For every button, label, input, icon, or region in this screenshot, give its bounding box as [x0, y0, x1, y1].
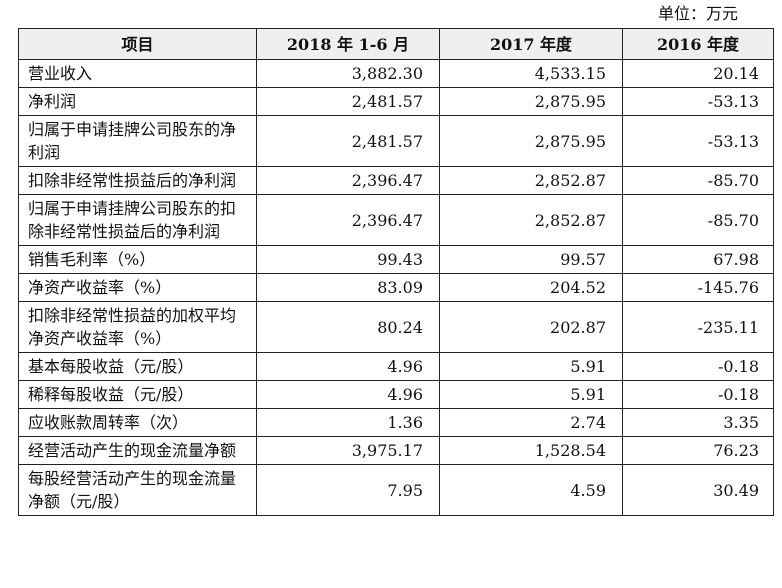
- row-label: 销售毛利率（%）: [18, 245, 257, 274]
- value-2017: 2.74: [439, 408, 623, 437]
- value-2018-h1: 4.96: [256, 352, 440, 381]
- table-row: 营业收入 3,882.30 4,533.15 20.14: [18, 59, 774, 88]
- row-label: 稀释每股收益（元/股）: [18, 380, 257, 409]
- unit-note: 单位：万元: [657, 4, 738, 23]
- value-2016: -85.70: [622, 194, 774, 246]
- value-2016: -0.18: [622, 380, 774, 409]
- value-2017: 2,875.95: [439, 115, 623, 167]
- row-label: 应收账款周转率（次）: [18, 408, 257, 437]
- row-label: 扣除非经常性损益后的净利润: [18, 166, 257, 195]
- value-2018-h1: 3,882.30: [256, 59, 440, 88]
- table-row: 销售毛利率（%） 99.43 99.57 67.98: [18, 245, 774, 274]
- value-2017: 1,528.54: [439, 436, 623, 465]
- value-2017: 4,533.15: [439, 59, 623, 88]
- table-row: 基本每股收益（元/股） 4.96 5.91 -0.18: [18, 352, 774, 381]
- row-label: 净利润: [18, 87, 257, 116]
- value-2018-h1: 2,481.57: [256, 87, 440, 116]
- value-2016: 67.98: [622, 245, 774, 274]
- row-label: 归属于申请挂牌公司股东的扣除非经常性损益后的净利润: [18, 194, 257, 246]
- table-row: 净利润 2,481.57 2,875.95 -53.13: [18, 87, 774, 116]
- table-row: 扣除非经常性损益的加权平均净资产收益率（%） 80.24 202.87 -235…: [18, 301, 774, 353]
- value-2018-h1: 2,396.47: [256, 166, 440, 195]
- row-label: 经营活动产生的现金流量净额: [18, 436, 257, 465]
- value-2016: -85.70: [622, 166, 774, 195]
- row-label: 净资产收益率（%）: [18, 273, 257, 302]
- header-item: 项目: [18, 28, 257, 60]
- value-2017: 5.91: [439, 352, 623, 381]
- row-label: 扣除非经常性损益的加权平均净资产收益率（%）: [18, 301, 257, 353]
- value-2016: -53.13: [622, 115, 774, 167]
- value-2017: 202.87: [439, 301, 623, 353]
- value-2018-h1: 2,396.47: [256, 194, 440, 246]
- value-2016: -0.18: [622, 352, 774, 381]
- value-2017: 4.59: [439, 464, 623, 516]
- value-2018-h1: 4.96: [256, 380, 440, 409]
- row-label: 基本每股收益（元/股）: [18, 352, 257, 381]
- table-row: 经营活动产生的现金流量净额 3,975.17 1,528.54 76.23: [18, 436, 774, 465]
- table-body: 营业收入 3,882.30 4,533.15 20.14 净利润 2,481.5…: [18, 59, 774, 516]
- table-row: 稀释每股收益（元/股） 4.96 5.91 -0.18: [18, 380, 774, 409]
- table-row: 净资产收益率（%） 83.09 204.52 -145.76: [18, 273, 774, 302]
- table-row: 应收账款周转率（次） 1.36 2.74 3.35: [18, 408, 774, 437]
- value-2017: 99.57: [439, 245, 623, 274]
- value-2016: 3.35: [622, 408, 774, 437]
- financial-indicators-table: 项目 2018 年 1-6 月 2017 年度 2016 年度 营业收入 3,8…: [18, 28, 774, 516]
- header-2018-h1: 2018 年 1-6 月: [256, 28, 440, 60]
- value-2016: -235.11: [622, 301, 774, 353]
- value-2018-h1: 83.09: [256, 273, 440, 302]
- row-label: 归属于申请挂牌公司股东的净利润: [18, 115, 257, 167]
- table-row: 归属于申请挂牌公司股东的扣除非经常性损益后的净利润 2,396.47 2,852…: [18, 194, 774, 246]
- row-label: 营业收入: [18, 59, 257, 88]
- value-2017: 2,852.87: [439, 166, 623, 195]
- value-2018-h1: 1.36: [256, 408, 440, 437]
- value-2017: 5.91: [439, 380, 623, 409]
- value-2016: -53.13: [622, 87, 774, 116]
- value-2016: 20.14: [622, 59, 774, 88]
- value-2016: -145.76: [622, 273, 774, 302]
- header-2016: 2016 年度: [622, 28, 774, 60]
- value-2017: 2,875.95: [439, 87, 623, 116]
- value-2018-h1: 7.95: [256, 464, 440, 516]
- header-2017: 2017 年度: [439, 28, 623, 60]
- table-row: 扣除非经常性损益后的净利润 2,396.47 2,852.87 -85.70: [18, 166, 774, 195]
- table-row: 每股经营活动产生的现金流量净额（元/股） 7.95 4.59 30.49: [18, 464, 774, 516]
- value-2018-h1: 3,975.17: [256, 436, 440, 465]
- table-header-row: 项目 2018 年 1-6 月 2017 年度 2016 年度: [18, 28, 774, 60]
- table-row: 归属于申请挂牌公司股东的净利润 2,481.57 2,875.95 -53.13: [18, 115, 774, 167]
- value-2017: 204.52: [439, 273, 623, 302]
- row-label: 每股经营活动产生的现金流量净额（元/股）: [18, 464, 257, 516]
- value-2018-h1: 99.43: [256, 245, 440, 274]
- value-2018-h1: 80.24: [256, 301, 440, 353]
- value-2017: 2,852.87: [439, 194, 623, 246]
- value-2018-h1: 2,481.57: [256, 115, 440, 167]
- value-2016: 76.23: [622, 436, 774, 465]
- value-2016: 30.49: [622, 464, 774, 516]
